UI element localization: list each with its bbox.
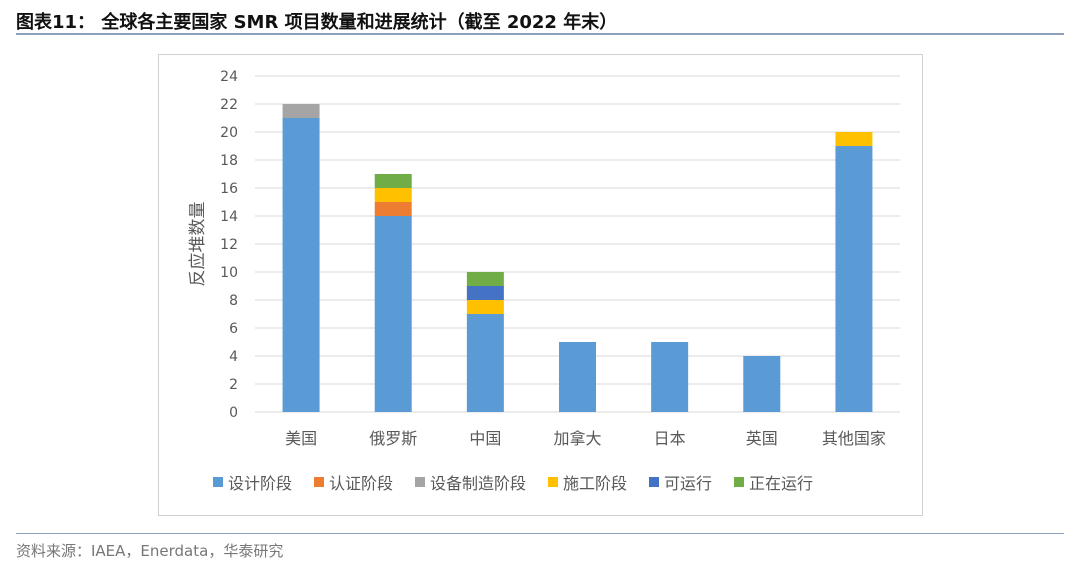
- legend-label: 施工阶段: [563, 474, 627, 493]
- legend-swatch: [734, 477, 744, 487]
- title-rule: [16, 33, 1064, 35]
- bar-segment: [835, 132, 873, 146]
- y-tick-label: 14: [220, 209, 238, 225]
- bar-segment: [466, 286, 504, 300]
- y-axis-label: 反应堆数量: [188, 202, 208, 287]
- y-tick-label: 10: [220, 265, 238, 281]
- x-tick-label: 其他国家: [822, 429, 886, 448]
- y-tick-label: 24: [220, 69, 238, 85]
- legend-swatch: [415, 477, 425, 487]
- bar-segment: [743, 356, 781, 412]
- chart-frame: [158, 54, 923, 516]
- y-tick-label: 12: [220, 237, 238, 253]
- legend-label: 设计阶段: [228, 474, 292, 493]
- bar-segment: [282, 118, 320, 412]
- legend-swatch: [314, 477, 324, 487]
- legend-label: 设备制造阶段: [430, 474, 526, 493]
- source-rule: [16, 533, 1064, 534]
- bar-segment: [651, 342, 689, 412]
- x-tick-label: 日本: [654, 429, 686, 448]
- y-tick-label: 16: [220, 181, 238, 197]
- y-tick-label: 2: [229, 377, 238, 393]
- y-tick-label: 4: [229, 349, 238, 365]
- y-tick-label: 18: [220, 153, 238, 169]
- bar-segment: [466, 300, 504, 314]
- bar-segment: [374, 202, 412, 216]
- x-tick-label: 中国: [469, 429, 501, 448]
- bar-segment: [282, 104, 320, 118]
- bar-segment: [559, 342, 596, 412]
- y-tick-label: 0: [229, 405, 238, 421]
- y-tick-label: 8: [229, 293, 238, 309]
- x-tick-label: 美国: [285, 429, 317, 448]
- bar-segment: [466, 314, 504, 412]
- x-tick-label: 俄罗斯: [369, 429, 417, 448]
- bar-segment: [466, 272, 504, 286]
- y-tick-label: 22: [220, 97, 238, 113]
- bar-segment: [374, 174, 412, 188]
- legend-label: 可运行: [664, 474, 712, 493]
- y-tick-label: 6: [229, 321, 238, 337]
- legend-label: 认证阶段: [329, 474, 393, 493]
- x-tick-label: 英国: [746, 429, 778, 448]
- bar-segment: [374, 188, 412, 202]
- legend-swatch: [649, 477, 659, 487]
- legend-swatch: [548, 477, 558, 487]
- legend-label: 正在运行: [749, 474, 813, 493]
- x-tick-label: 加拿大: [553, 429, 601, 448]
- source-note: 资料来源：IAEA，Enerdata，华泰研究: [16, 542, 284, 560]
- bar-segment: [835, 146, 873, 412]
- legend-swatch: [213, 477, 223, 487]
- figure-title: 图表11： 全球各主要国家 SMR 项目数量和进展统计（截至 2022 年末）: [16, 12, 618, 33]
- bar-segment: [374, 216, 412, 412]
- y-tick-label: 20: [220, 125, 238, 141]
